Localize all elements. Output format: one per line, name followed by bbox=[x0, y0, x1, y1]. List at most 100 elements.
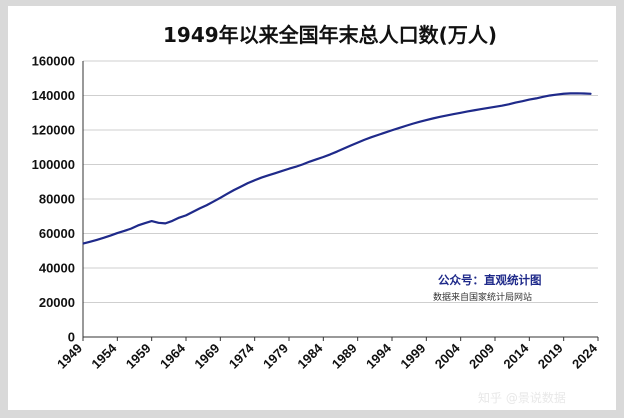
watermark-text: 知乎 @景说数据 bbox=[478, 390, 566, 405]
y-tick-label-20000: 20000 bbox=[39, 295, 75, 310]
x-tick-label-1999: 1999 bbox=[397, 341, 428, 372]
data-point-1964 bbox=[185, 214, 187, 216]
data-point-1969 bbox=[219, 197, 221, 199]
data-point-2021 bbox=[576, 92, 579, 94]
data-point-1961 bbox=[164, 222, 166, 224]
source-annotation-line1: 公众号：直观统计图 bbox=[438, 273, 542, 287]
data-point-1993 bbox=[384, 131, 386, 134]
data-point-1975 bbox=[260, 176, 263, 179]
data-point-1984 bbox=[322, 156, 324, 158]
data-point-2022 bbox=[583, 92, 585, 95]
data-point-1973 bbox=[247, 182, 249, 184]
source-annotation-line2: 数据来自国家统计局网站 bbox=[433, 291, 532, 303]
x-tick-label-1984: 1984 bbox=[294, 340, 326, 372]
data-point-2006 bbox=[473, 109, 475, 111]
data-point-1986 bbox=[336, 150, 338, 153]
data-point-1951 bbox=[96, 239, 98, 241]
data-point-1995 bbox=[398, 127, 400, 129]
data-point-2015 bbox=[535, 97, 537, 99]
x-tick-label-1969: 1969 bbox=[191, 341, 222, 372]
data-point-2001 bbox=[439, 116, 441, 118]
y-tick-label-160000: 160000 bbox=[32, 54, 75, 69]
data-point-2016 bbox=[542, 96, 544, 98]
data-point-1996 bbox=[405, 125, 407, 127]
data-point-2020 bbox=[569, 92, 572, 95]
data-point-1955 bbox=[123, 230, 125, 232]
data-point-1999 bbox=[425, 119, 427, 121]
data-point-1970 bbox=[226, 193, 228, 195]
x-tick-label-2024: 2024 bbox=[569, 340, 601, 372]
data-point-1967 bbox=[206, 204, 208, 206]
x-tick-label-1979: 1979 bbox=[260, 341, 291, 372]
data-point-1953 bbox=[109, 234, 112, 237]
data-point-2002 bbox=[446, 114, 448, 117]
data-point-1977 bbox=[274, 172, 276, 174]
data-point-1965 bbox=[192, 211, 194, 213]
data-point-2004 bbox=[460, 112, 462, 114]
data-point-1966 bbox=[199, 207, 201, 210]
x-tick-label-2014: 2014 bbox=[500, 340, 532, 372]
y-tick-label-100000: 100000 bbox=[32, 157, 75, 172]
data-point-1979 bbox=[288, 168, 290, 170]
x-tick-label-1974: 1974 bbox=[226, 340, 258, 372]
data-point-2010 bbox=[501, 105, 503, 107]
data-point-1989 bbox=[357, 141, 359, 144]
data-point-1971 bbox=[233, 189, 235, 191]
data-point-2003 bbox=[453, 113, 455, 115]
data-point-2008 bbox=[487, 107, 489, 109]
data-point-1962 bbox=[171, 220, 173, 222]
x-tick-label-2019: 2019 bbox=[535, 341, 566, 372]
series-group bbox=[82, 92, 592, 245]
y-tick-label-40000: 40000 bbox=[39, 261, 75, 276]
y-axis-ticks: 0 20000 40000 60000 80000 100000 120000 140000 1… bbox=[32, 54, 75, 345]
data-point-1990 bbox=[363, 139, 366, 141]
data-point-2018 bbox=[556, 93, 558, 96]
x-tick-label-1954: 1954 bbox=[88, 340, 120, 372]
data-point-1974 bbox=[254, 179, 256, 181]
data-point-2019 bbox=[563, 93, 565, 95]
x-tick-label-1949: 1949 bbox=[54, 341, 85, 372]
x-tick-label-1989: 1989 bbox=[329, 341, 360, 372]
x-tick-label-1964: 1964 bbox=[157, 340, 189, 372]
x-tick-label-2004: 2004 bbox=[432, 340, 464, 372]
data-point-1954 bbox=[116, 232, 118, 234]
data-point-1949 bbox=[82, 242, 84, 245]
data-point-2012 bbox=[515, 101, 517, 104]
data-point-1972 bbox=[240, 186, 242, 188]
data-point-1959 bbox=[151, 220, 153, 222]
data-point-1950 bbox=[89, 241, 91, 243]
data-point-1991 bbox=[370, 136, 372, 138]
data-point-1956 bbox=[130, 228, 132, 230]
data-point-1998 bbox=[418, 121, 421, 123]
y-tick-label-120000: 120000 bbox=[32, 123, 75, 138]
population-line-chart: 1949年以来全国年末总人口数(万人) 0 20000 40000 60000 8000… bbox=[32, 23, 601, 405]
y-tick-label-80000: 80000 bbox=[39, 192, 75, 207]
data-point-2009 bbox=[494, 106, 496, 108]
data-point-1980 bbox=[295, 166, 297, 168]
series-line-0 bbox=[82, 92, 592, 245]
data-point-1997 bbox=[412, 123, 414, 125]
data-point-1992 bbox=[377, 134, 379, 136]
data-point-2017 bbox=[549, 94, 551, 97]
data-point-1952 bbox=[103, 237, 105, 239]
data-point-2014 bbox=[528, 98, 530, 101]
x-tick-label-1959: 1959 bbox=[123, 341, 154, 372]
data-point-2011 bbox=[508, 103, 510, 105]
data-point-2005 bbox=[466, 110, 469, 113]
data-point-1976 bbox=[267, 174, 269, 176]
x-tick-label-2009: 2009 bbox=[466, 341, 497, 372]
data-point-2013 bbox=[521, 100, 524, 102]
data-point-1960 bbox=[157, 222, 160, 224]
data-point-1983 bbox=[315, 158, 318, 160]
data-point-1987 bbox=[343, 147, 345, 150]
data-point-1968 bbox=[212, 200, 215, 203]
data-point-1958 bbox=[144, 222, 146, 224]
y-tick-label-140000: 140000 bbox=[32, 88, 75, 103]
y-tick-label-0: 0 bbox=[68, 330, 75, 345]
chart-frame: 1949年以来全国年末总人口数(万人) 0 20000 40000 60000 8000… bbox=[8, 6, 616, 410]
y-tick-label-60000: 60000 bbox=[39, 226, 75, 241]
data-point-2007 bbox=[480, 108, 482, 110]
data-point-1985 bbox=[329, 153, 331, 156]
data-point-1963 bbox=[178, 217, 180, 219]
data-point-1994 bbox=[391, 129, 393, 131]
